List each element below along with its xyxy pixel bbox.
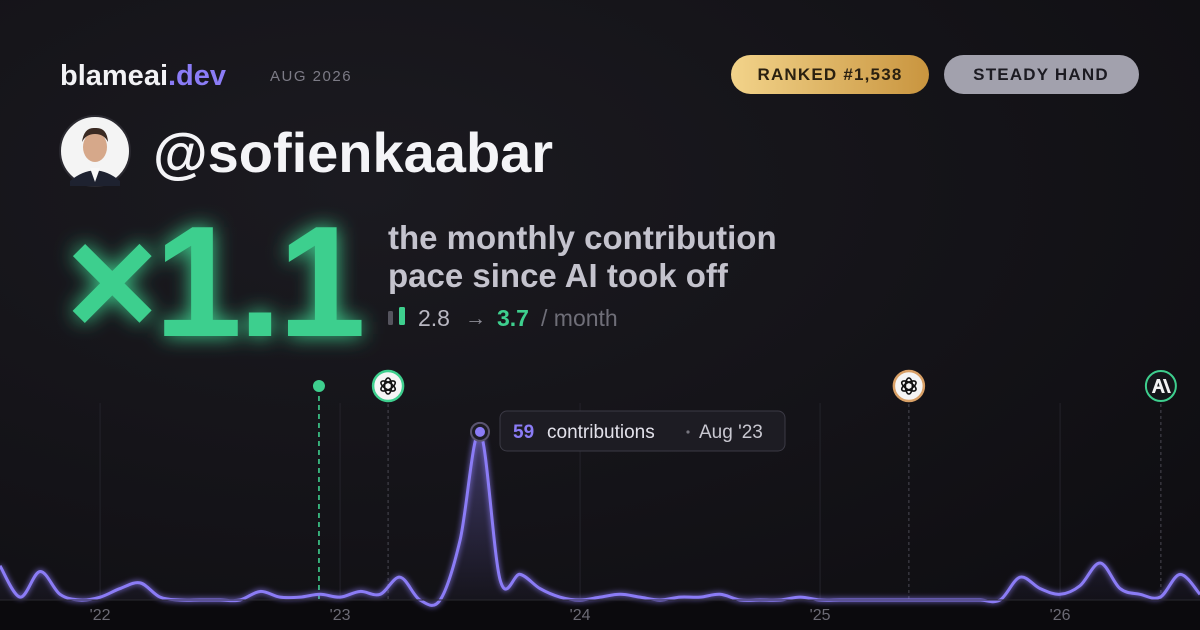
rank-badge xyxy=(731,55,929,94)
plot: '22 '23 '24 '25 '26 xyxy=(0,380,1200,624)
x-tick-label: '23 xyxy=(330,607,351,624)
pace-arrow: → xyxy=(465,307,486,330)
tooltip: 59 contributions Aug '23 xyxy=(499,410,786,452)
x-tick-label: '24 xyxy=(570,607,591,624)
brand-name: blameai xyxy=(60,60,168,92)
openai-logo xyxy=(371,369,405,403)
description-line: the monthly contribution xyxy=(388,219,777,256)
style-badge-text: STEADY HAND xyxy=(973,65,1109,84)
handle: @sofienkaabar xyxy=(153,121,553,184)
brand-suffix: .dev xyxy=(168,60,226,92)
anthropic-logo xyxy=(1144,370,1177,402)
pace-icon xyxy=(388,311,393,325)
x-tick-label: '22 xyxy=(90,607,111,624)
pace-before: 2.8 xyxy=(418,305,450,331)
date: AUG 2026 xyxy=(270,68,352,85)
brand: blameai.dev xyxy=(60,60,226,92)
axis-band xyxy=(0,600,1200,630)
tooltip-date: Aug '23 xyxy=(699,422,763,443)
tooltip-series: contributions xyxy=(547,422,655,443)
x-tick-label: '25 xyxy=(810,607,831,624)
area-fill xyxy=(0,431,1200,606)
pace-unit: / month xyxy=(541,305,618,331)
pace-after: 3.7 xyxy=(497,305,529,331)
openai-logo xyxy=(892,369,926,403)
peak-dot xyxy=(475,426,485,437)
multiplier: ×1.1 xyxy=(66,194,362,370)
rank-badge-text: RANKED #1,538 xyxy=(757,65,902,84)
x-tick-label: '26 xyxy=(1050,607,1071,624)
tooltip-box xyxy=(499,410,786,452)
tooltip-value: 59 xyxy=(513,422,534,443)
event-dot xyxy=(312,380,325,392)
description-line: pace since AI took off xyxy=(388,257,729,294)
style-badge xyxy=(944,55,1139,94)
avatar xyxy=(59,115,131,187)
pace-icon xyxy=(399,307,405,325)
separator xyxy=(686,430,690,434)
